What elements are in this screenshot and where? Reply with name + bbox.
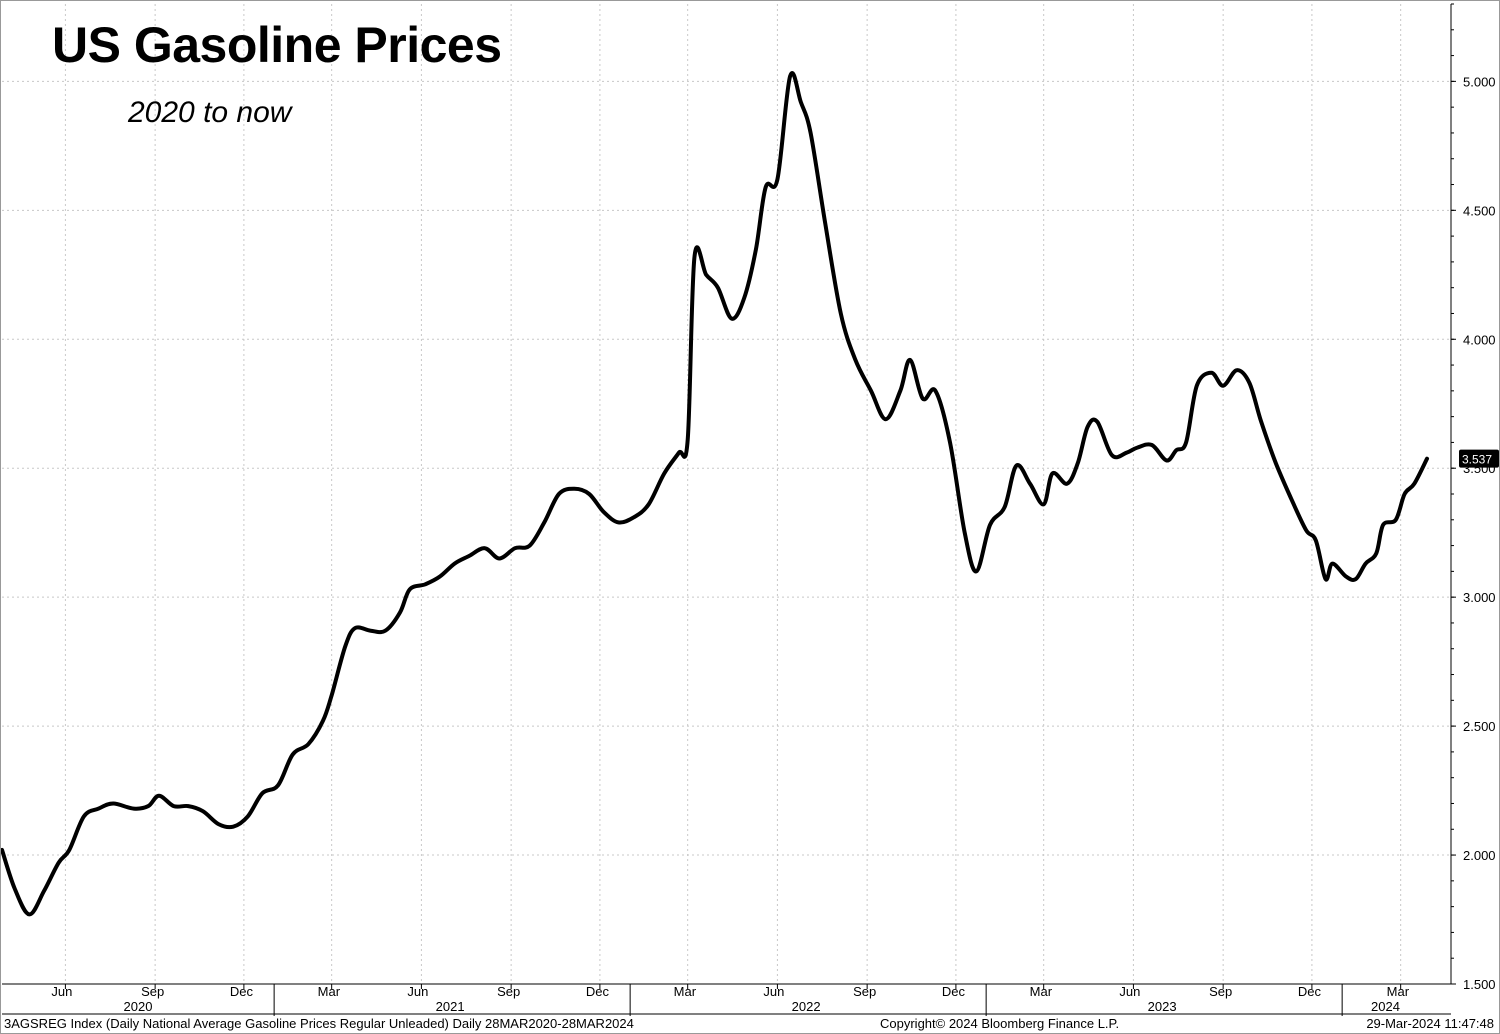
x-tick-label: Jun xyxy=(51,984,72,999)
y-tick-label: 3.000 xyxy=(1463,590,1496,605)
y-tick-label: 1.500 xyxy=(1463,977,1496,992)
x-tick-label: Mar xyxy=(1387,984,1410,999)
x-tick-label: Sep xyxy=(141,984,164,999)
x-tick-label: Mar xyxy=(318,984,341,999)
last-value-marker: 3.537 xyxy=(1459,449,1499,468)
year-label: 2022 xyxy=(792,999,821,1014)
x-tick-label: Dec xyxy=(942,984,966,999)
footer-source: 3AGSREG Index (Daily National Average Ga… xyxy=(4,1016,634,1031)
x-axis: Jun Sep Dec Mar Jun Sep Dec Mar Jun Sep Dec Mar Jun S… xyxy=(2,983,1451,1016)
year-label: 2021 xyxy=(436,999,465,1014)
y-tick-label: 4.500 xyxy=(1463,203,1496,218)
footer-copyright: Copyright© 2024 Bloomberg Finance L.P. xyxy=(880,1016,1120,1031)
x-tick-label: Mar xyxy=(674,984,697,999)
year-label: 2020 xyxy=(124,999,153,1014)
year-label: 2024 xyxy=(1371,999,1400,1014)
x-tick-label: Sep xyxy=(497,984,520,999)
x-tick-label: Dec xyxy=(230,984,254,999)
y-tick-label: 5.000 xyxy=(1463,74,1496,89)
year-label: 2023 xyxy=(1148,999,1177,1014)
x-tick-label: Jun xyxy=(407,984,428,999)
series-line xyxy=(0,71,1429,917)
x-tick-label: Dec xyxy=(1298,984,1322,999)
x-tick-label: Mar xyxy=(1030,984,1053,999)
x-tick-label: Jun xyxy=(763,984,784,999)
chart-subtitle: 2020 to now xyxy=(128,96,292,129)
grid xyxy=(2,4,1451,985)
chart-title: US Gasoline Prices xyxy=(52,17,502,73)
y-tick-label: 4.000 xyxy=(1463,332,1496,347)
x-tick-label: Sep xyxy=(1209,984,1232,999)
x-tick-label: Sep xyxy=(853,984,876,999)
last-value-label: 3.537 xyxy=(1462,453,1492,467)
y-tick-label: 2.000 xyxy=(1463,848,1496,863)
y-tick-label: 2.500 xyxy=(1463,719,1496,734)
x-tick-label: Jun xyxy=(1119,984,1140,999)
footer-timestamp: 29-Mar-2024 11:47:48 xyxy=(1366,1016,1494,1031)
last-value-box xyxy=(1459,449,1499,468)
x-tick-label: Dec xyxy=(586,984,610,999)
